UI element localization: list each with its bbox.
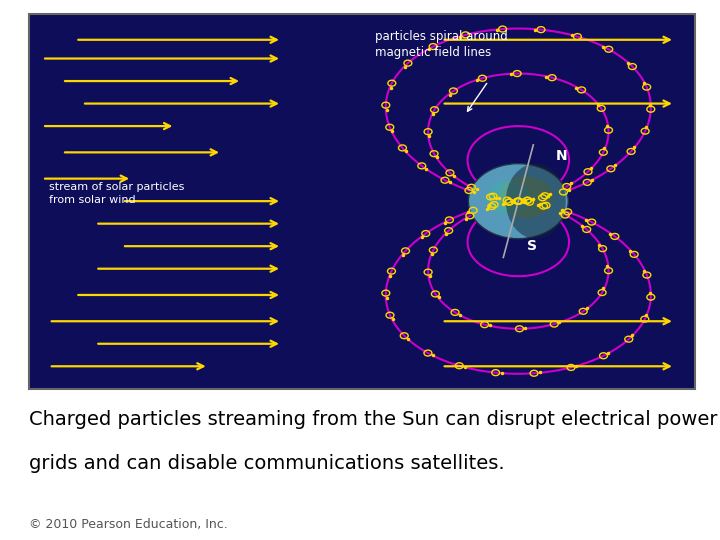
Ellipse shape: [506, 164, 566, 239]
Text: N: N: [556, 149, 567, 163]
Text: grids and can disable communications satellites.: grids and can disable communications sat…: [29, 454, 505, 472]
Bar: [29, 14, 695, 389]
Text: © 2010 Pearson Education, Inc.: © 2010 Pearson Education, Inc.: [29, 518, 228, 531]
Text: Charged particles streaming from the Sun can disrupt electrical power: Charged particles streaming from the Sun…: [29, 410, 717, 429]
Text: S: S: [526, 239, 536, 253]
Ellipse shape: [486, 180, 531, 214]
Text: stream of solar particles
from solar wind: stream of solar particles from solar win…: [49, 182, 184, 205]
Text: particles spiral around
magnetic field lines: particles spiral around magnetic field l…: [375, 30, 508, 58]
Ellipse shape: [498, 177, 553, 218]
Ellipse shape: [468, 164, 568, 239]
